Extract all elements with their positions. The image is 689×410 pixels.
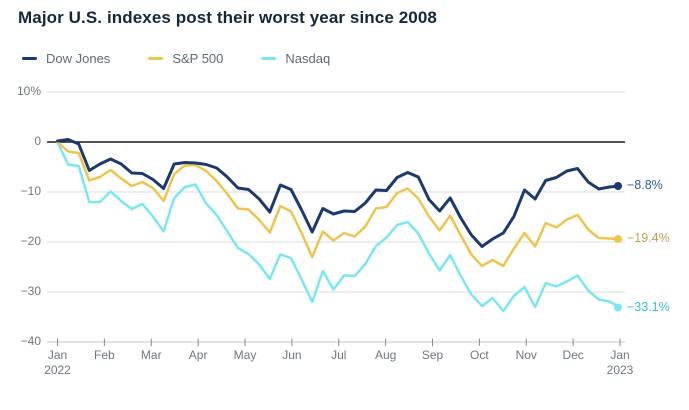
nasdaq-end-label: −33.1% <box>627 299 670 314</box>
x-axis-label: Jan 2023 <box>606 348 634 377</box>
x-axis-label: Feb <box>94 348 115 362</box>
nasdaq-line <box>56 140 622 313</box>
y-axis-label: −20 <box>20 234 41 248</box>
sp500-end-label: −19.4% <box>627 231 670 245</box>
x-axis-label: Apr <box>188 348 208 362</box>
x-axis-label: Nov <box>515 348 537 362</box>
dow-jones-end-label: −8.8% <box>627 178 663 192</box>
y-axis-label: 10% <box>16 84 41 98</box>
legend: Dow Jones S&P 500 Nasdaq <box>22 51 330 66</box>
nasdaq-endpoint-dot <box>614 303 622 312</box>
x-axis-label: Jul <box>331 348 347 362</box>
dow-jones-line-swatch <box>22 56 37 61</box>
chart-title: Major U.S. indexes post their worst year… <box>18 8 437 27</box>
x-axis-label: Jan 2022 <box>44 348 71 377</box>
y-axis-label: −10 <box>20 184 41 198</box>
x-axis-label: Jun <box>282 348 302 362</box>
y-axis-label: 0 <box>34 134 41 148</box>
x-axis-label: May <box>233 348 257 362</box>
y-axis-label: −30 <box>20 284 41 298</box>
legend-item-dow-jones: Dow Jones <box>22 51 110 66</box>
legend-item-sp500: S&P 500 <box>148 51 223 66</box>
y-axis-label: −40 <box>20 334 41 348</box>
dow-jones-line <box>56 138 622 248</box>
legend-label-sp500: S&P 500 <box>172 51 224 66</box>
legend-item-nasdaq: Nasdaq <box>261 51 330 66</box>
sp500-line-swatch <box>148 56 164 61</box>
x-axis-label: Mar <box>140 348 162 362</box>
x-axis-label: Sep <box>421 348 444 362</box>
sp500-endpoint-dot <box>614 235 622 243</box>
x-axis-label: Aug <box>374 348 397 362</box>
legend-label-nasdaq: Nasdaq <box>285 51 331 66</box>
nasdaq-line-swatch <box>261 56 277 61</box>
x-axis-label: Oct <box>470 348 489 362</box>
x-axis-label: Dec <box>562 348 584 362</box>
legend-label-dow-jones: Dow Jones <box>46 51 111 66</box>
sp500-line <box>56 140 622 268</box>
dow-jones-endpoint-dot <box>614 182 622 190</box>
